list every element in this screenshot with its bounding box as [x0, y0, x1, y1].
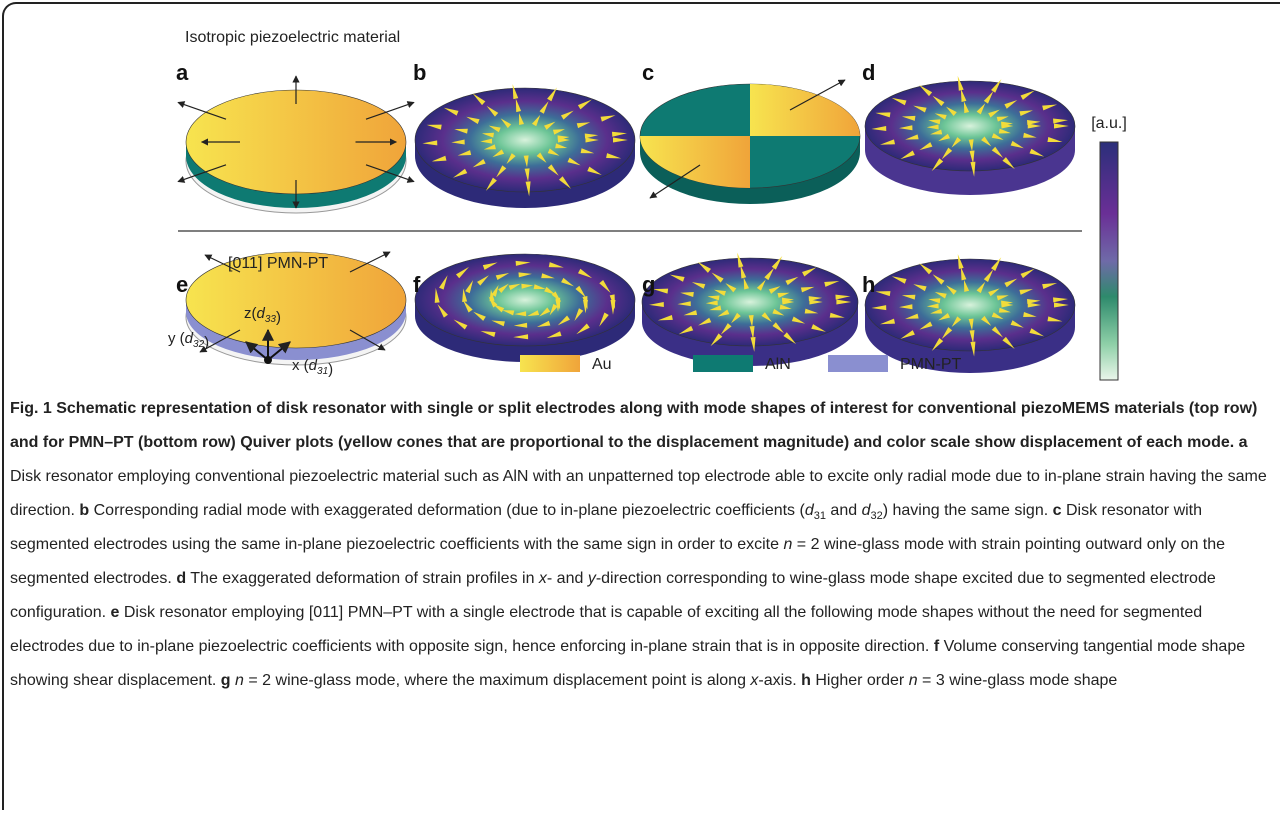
disks — [178, 76, 1075, 373]
caption-text: -axis. — [758, 672, 796, 689]
panel-label: h — [862, 272, 875, 297]
panel-label: g — [642, 272, 655, 297]
legend-label: PMN-PT — [900, 356, 962, 373]
caption-panel-label: d — [176, 570, 186, 587]
axis-origin — [264, 356, 272, 364]
legend-swatch — [693, 355, 753, 372]
caption-panel-label: a — [1239, 434, 1248, 451]
caption-text: The exaggerated deformation of strain pr… — [190, 570, 539, 587]
caption-subscript: 31 — [814, 510, 826, 522]
caption-title: Fig. 1 Schematic representation of disk … — [10, 400, 1257, 451]
caption-symbol: x — [539, 570, 547, 587]
caption-text: Higher order — [815, 672, 908, 689]
axis-subscript: 33 — [265, 314, 277, 325]
caption-text: - and — [547, 570, 588, 587]
electrode — [750, 84, 860, 136]
row-label: Isotropic piezoelectric material — [185, 29, 400, 46]
caption-symbol: n — [235, 672, 244, 689]
colorbar-label: [a.u.] — [1091, 115, 1127, 132]
disk-top — [415, 88, 635, 192]
colorbar — [1100, 142, 1118, 380]
caption-text: ) having the same sign. — [883, 502, 1048, 519]
caption-panel-label: g — [221, 672, 231, 689]
panel-label: d — [862, 60, 875, 85]
caption-symbol: d — [805, 502, 814, 519]
legend-label: Au — [592, 356, 612, 373]
panel-label: c — [642, 60, 654, 85]
caption-panel-label: c — [1053, 502, 1062, 519]
row-label: [011] PMN-PT — [228, 255, 328, 272]
disk-top — [415, 254, 635, 346]
caption: Fig. 1 Schematic representation of disk … — [10, 392, 1272, 698]
legend-label: AlN — [765, 356, 791, 373]
electrode — [640, 136, 750, 188]
legend-swatch — [828, 355, 888, 372]
caption-text: = 2 wine-glass mode, where the maximum d… — [244, 672, 750, 689]
disk-top — [865, 259, 1075, 351]
caption-panel-label: h — [801, 672, 811, 689]
caption-symbol: y — [588, 570, 596, 587]
panel-label: f — [413, 272, 421, 297]
axis-text: y ( — [168, 330, 185, 347]
page: Isotropic piezoelectric material [a.u.] … — [0, 0, 1284, 814]
caption-panel-label: f — [934, 638, 939, 655]
legend-swatch — [520, 355, 580, 372]
disk-top — [865, 81, 1075, 171]
figure: Isotropic piezoelectric material [a.u.] … — [0, 0, 1284, 390]
axis-text: ) — [328, 361, 333, 378]
panel-label: b — [413, 60, 426, 85]
axis-subscript: 31 — [317, 366, 328, 377]
axis-text: z( — [244, 305, 257, 322]
axis-subscript: 32 — [193, 339, 205, 350]
caption-panel-label: e — [111, 604, 120, 621]
axis-text: ) — [276, 309, 281, 326]
caption-panel-label: b — [79, 502, 89, 519]
panel-label: a — [176, 60, 189, 85]
caption-symbol: n — [909, 672, 918, 689]
panel-label: e — [176, 272, 188, 297]
disk-top — [642, 258, 858, 346]
caption-text: and — [826, 502, 862, 519]
caption-subscript: 32 — [870, 510, 882, 522]
caption-text: = 3 wine-glass mode shape — [918, 672, 1118, 689]
axis-text: x ( — [292, 357, 309, 374]
axis-text: ) — [204, 334, 209, 351]
caption-text: Corresponding radial mode with exaggerat… — [94, 502, 805, 519]
